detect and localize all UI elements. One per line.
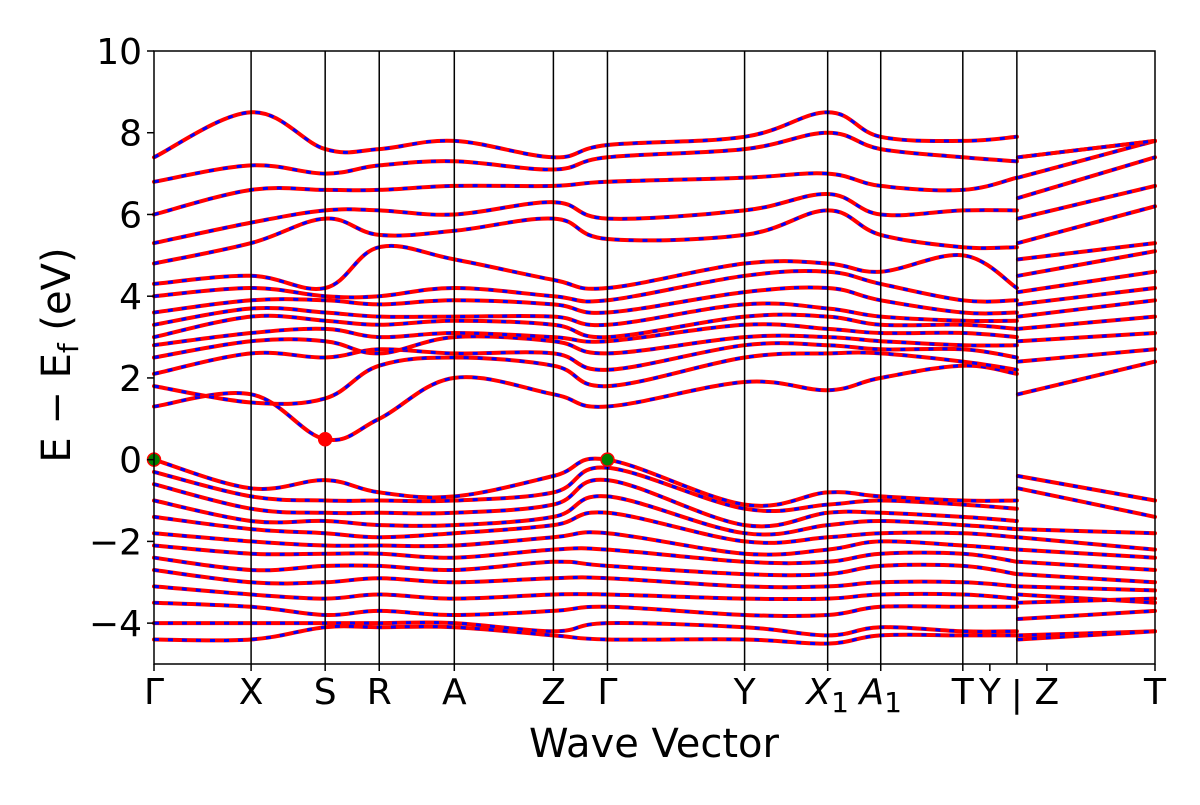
x-tick-label: Z	[1035, 672, 1060, 713]
band-edge-markers	[146, 431, 615, 467]
valence-band-13	[152, 624, 1157, 646]
x-tick-label: A	[442, 672, 467, 713]
x-tick-label: A1	[857, 672, 901, 719]
conduction-band-12-dash	[153, 155, 1156, 245]
valence-band-13-line	[152, 624, 1157, 646]
y-tick-label: −2	[89, 522, 142, 563]
valence-band-8	[152, 555, 1157, 593]
conduction-band-4	[152, 314, 1157, 360]
conduction-band-15	[152, 110, 1157, 160]
valence-band-11	[152, 600, 1157, 621]
x-tick-label: Γ	[597, 672, 617, 713]
y-tick-label: 0	[119, 441, 142, 482]
y-tick-label: −4	[89, 604, 142, 645]
x-tick-label: T	[951, 672, 975, 713]
conduction-band-5-dash	[153, 298, 1156, 347]
conduction-band-9-line	[152, 241, 1157, 304]
conduction-band-15-line	[152, 110, 1157, 160]
x-tick-label: X1	[804, 672, 849, 719]
conduction-band-9	[152, 241, 1157, 304]
conduction-band-5	[152, 298, 1157, 348]
y-tick-label: 4	[119, 277, 142, 318]
conduction-band-3-dash	[153, 331, 1156, 376]
x-tick-label: S	[314, 672, 337, 713]
conduction-band-6	[152, 286, 1157, 340]
conduction-band-13	[152, 138, 1157, 217]
conduction-band-3	[152, 331, 1157, 376]
valence-band-7	[152, 543, 1157, 585]
conduction-band-8-dash	[153, 249, 1156, 316]
y-tick-label: 8	[119, 114, 142, 155]
valence-band-10-dash	[153, 584, 1156, 605]
valence-band-5-dash	[153, 510, 1156, 560]
x-tick-label: Z	[541, 672, 566, 713]
y-axis-label: E − Ef (eV)	[34, 247, 85, 462]
valence-band-9	[152, 568, 1157, 605]
valence-band-11-line	[152, 600, 1157, 621]
y-tick-label: 10	[96, 32, 142, 73]
valence-band-11-dash	[153, 601, 1156, 621]
valence-band-8-dash	[153, 556, 1156, 592]
conduction-band-8	[152, 249, 1157, 316]
conduction-band-10	[152, 204, 1157, 291]
conduction-band-13-dash	[153, 139, 1156, 216]
valence-band-9-dash	[153, 568, 1156, 605]
conduction-band-9-dash	[153, 241, 1156, 304]
conduction-band-2-dash	[153, 347, 1156, 406]
valence-band-13-dash	[153, 624, 1156, 646]
conduction-band-11-dash	[153, 184, 1156, 265]
x-tick-label: T	[1143, 672, 1167, 713]
x-tick-label: X	[239, 672, 264, 713]
valence-band-7-dash	[153, 544, 1156, 584]
valence-band-10	[152, 584, 1157, 605]
x-tick-label: |	[1011, 674, 1023, 715]
x-axis-label: Wave Vector	[529, 721, 780, 767]
valence-band-6-dash	[153, 530, 1156, 572]
valence-band-4-dash	[153, 494, 1156, 552]
valence-band-3-dash	[153, 478, 1156, 535]
valence-band-6	[152, 530, 1157, 572]
conduction-band-7-dash	[153, 270, 1156, 327]
x-tick-label: Y	[733, 672, 757, 713]
valence-band-5	[152, 510, 1157, 560]
valence-band-10-line	[152, 584, 1157, 605]
valence-band-7-line	[152, 543, 1157, 585]
valence-band-1-dash	[153, 457, 1156, 508]
y-tick-label: 6	[119, 195, 142, 236]
conduction-band-7	[152, 269, 1157, 328]
vbm-marker-2	[600, 452, 615, 467]
bands-layer	[152, 110, 1157, 646]
plot-frame	[153, 50, 1156, 665]
conduction-band-1-dash	[153, 360, 1156, 442]
conduction-band-13-line	[152, 138, 1157, 217]
conduction-band-10-dash	[153, 204, 1156, 291]
conduction-band-6-dash	[153, 286, 1156, 339]
cbm-marker-3	[317, 431, 333, 447]
conduction-band-8-line	[152, 249, 1157, 316]
x-axis-ticks: Γ X S R A Z Γ Y X1 A1 T Y | Z T	[144, 664, 1167, 719]
conduction-band-15-dash	[153, 110, 1156, 159]
conduction-band-11	[152, 183, 1157, 266]
x-tick-label: Y	[978, 672, 1002, 713]
high-symmetry-lines	[250, 51, 1018, 664]
y-axis-ticks: −4 −2 0 2 4 6 8 10	[89, 32, 154, 645]
conduction-band-4-dash	[153, 315, 1156, 359]
y-tick-label: 2	[119, 359, 142, 400]
x-tick-label: Γ	[144, 672, 164, 713]
x-tick-label: R	[367, 672, 392, 713]
